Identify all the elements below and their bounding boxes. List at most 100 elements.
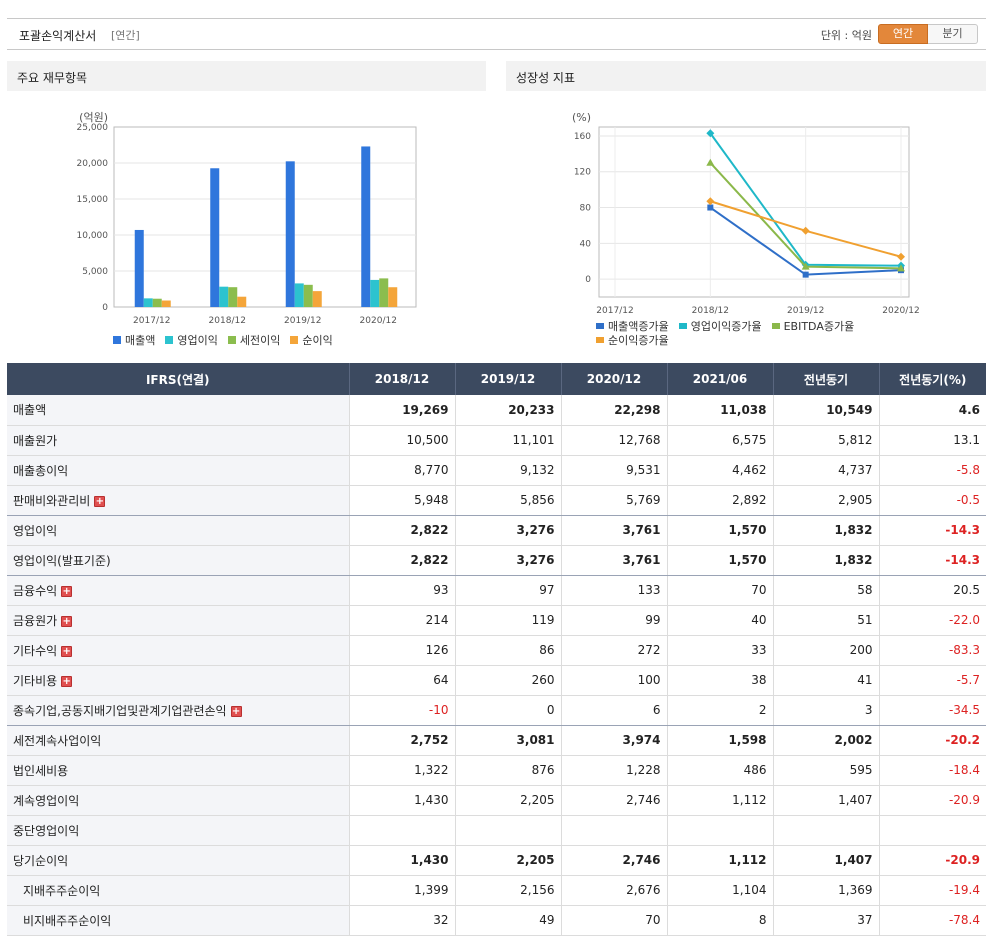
table-row: 영업이익(발표기준) 2,822 3,276 3,761 1,570 1,832 -14.3 [7, 545, 986, 576]
financial-items-bar-chart: (억원) 0 5,000 10,000 15,000 20,000 25,000 2017/1… [77, 111, 417, 326]
table-cell: 1,570 [667, 545, 774, 576]
table-cell: 2,205 [455, 845, 562, 876]
unit-label: 단위 : 억원 [820, 29, 872, 42]
line-legend-item: 순이익증가율 [596, 333, 669, 347]
table-cell [879, 815, 986, 846]
table-row: 매출총이익 8,770 9,132 9,531 4,462 4,737 -5.8 [7, 455, 986, 486]
line-legend-label: 매출액증가율 [608, 320, 669, 333]
table-cell: -22.0 [879, 605, 986, 636]
row-label-text: 지배주주순이익 [23, 883, 101, 898]
row-label-text: 금융원가 [13, 613, 58, 628]
table-cell: -34.5 [879, 695, 986, 726]
growth-line-chart: (%) 0 40 80 120 160 2017/12 2018/12 2019/12 2020/… [572, 111, 920, 316]
line-point-0-1 [802, 271, 809, 278]
bar-1-2 [294, 283, 304, 307]
header-period: 전년동기 [773, 363, 880, 395]
expand-icon[interactable]: + [61, 615, 73, 627]
table-cell: 5,856 [455, 485, 562, 516]
table-cell: 9,531 [561, 455, 668, 486]
table-cell: 1,407 [773, 785, 880, 816]
bar-0-1 [210, 168, 220, 307]
table-cell: 2,822 [349, 515, 456, 546]
table-row: 비지배주주순이익 32 49 70 8 37 -78.4 [7, 905, 986, 936]
table-cell: 119 [455, 605, 562, 636]
table-cell: 10,549 [773, 395, 880, 426]
bar-legend-swatch [227, 336, 236, 344]
line-legend-label: 순이익증가율 [608, 334, 669, 347]
line-x-tick: 2020/12 [882, 306, 919, 316]
statement-header: 포괄손익계산서 [연간] 단위 : 억원 연간 분기 [7, 18, 986, 50]
bar-3-2 [312, 291, 322, 307]
table-cell: -5.7 [879, 665, 986, 696]
table-row: 매출액 19,269 20,233 22,298 11,038 10,549 4.6 [7, 395, 986, 426]
table-row: 기타비용 +64 260 100 38 41 -5.7 [7, 665, 986, 696]
bar-legend-label: 순이익 [302, 334, 333, 347]
row-label-text: 금융수익 [13, 583, 58, 598]
bar-chart-legend: 매출액 영업이익 세전이익 순이익 [113, 333, 343, 347]
quarterly-button[interactable]: 분기 [928, 24, 978, 44]
line-legend-swatch [596, 337, 604, 343]
expand-icon[interactable]: + [61, 585, 73, 597]
table-cell: 2,752 [349, 725, 456, 756]
bar-legend-label: 영업이익 [177, 334, 218, 347]
table-cell: 2,746 [561, 785, 668, 816]
table-cell: 93 [349, 575, 456, 606]
table-cell: 4,462 [667, 455, 774, 486]
bar-legend-item: 영업이익 [165, 333, 218, 347]
table-cell: 2,822 [349, 545, 456, 576]
table-cell: 3,081 [455, 725, 562, 756]
table-cell: 32 [349, 905, 456, 936]
table-cell: -20.9 [879, 785, 986, 816]
line-x-tick: 2017/12 [596, 306, 633, 316]
table-cell: 3,761 [561, 515, 668, 546]
table-cell: 2,002 [773, 725, 880, 756]
table-cell: 41 [773, 665, 880, 696]
row-label-text: 판매비와관리비 [13, 493, 91, 508]
bar-1-0 [143, 298, 153, 307]
row-label-text: 매출총이익 [13, 463, 69, 478]
line-legend-swatch [596, 323, 604, 329]
table-cell: 0 [455, 695, 562, 726]
row-label-text: 종속기업,공동지배기업및관계기업관련손익 [13, 703, 227, 718]
table-cell: 11,101 [455, 425, 562, 456]
expand-icon[interactable]: + [94, 495, 106, 507]
expand-icon[interactable]: + [61, 675, 73, 687]
table-cell: 2 [667, 695, 774, 726]
annual-button[interactable]: 연간 [878, 24, 928, 44]
line-y-tick: 160 [574, 132, 591, 142]
line-y-unit: (%) [572, 111, 591, 124]
table-row: 영업이익 2,822 3,276 3,761 1,570 1,832 -14.3 [7, 515, 986, 546]
bar-2-0 [152, 298, 162, 307]
statement-title: 포괄손익계산서 [19, 29, 97, 43]
table-cell: -19.4 [879, 875, 986, 906]
table-cell: 1,598 [667, 725, 774, 756]
table-cell: 100 [561, 665, 668, 696]
table-row: 법인세비용 1,322 876 1,228 486 595 -18.4 [7, 755, 986, 786]
row-label-text: 매출원가 [13, 433, 58, 448]
table-cell: 1,369 [773, 875, 880, 906]
table-cell: 595 [773, 755, 880, 786]
table-row: 금융수익 +93 97 133 70 58 20.5 [7, 575, 986, 606]
table-cell [561, 815, 668, 846]
row-label-text: 기타수익 [13, 643, 58, 658]
row-label: 법인세비용 [7, 755, 350, 786]
row-label: 지배주주순이익 [7, 875, 350, 906]
row-label-text: 영업이익(발표기준) [13, 553, 111, 568]
table-row: 중단영업이익 [7, 815, 986, 846]
row-label: 매출원가 [7, 425, 350, 456]
row-label-text: 기타비용 [13, 673, 58, 688]
table-cell: 8,770 [349, 455, 456, 486]
expand-icon[interactable]: + [61, 645, 73, 657]
table-cell: 5,948 [349, 485, 456, 516]
table-row: 매출원가 10,500 11,101 12,768 6,575 5,812 13.1 [7, 425, 986, 456]
table-cell: -5.8 [879, 455, 986, 486]
table-cell: 22,298 [561, 395, 668, 426]
header-period: 전년동기(%) [879, 363, 986, 395]
row-label-text: 세전계속사업이익 [13, 733, 102, 748]
bar-0-0 [134, 229, 144, 307]
line-point-3-1 [801, 226, 810, 235]
table-cell: 2,905 [773, 485, 880, 516]
expand-icon[interactable]: + [230, 705, 242, 717]
table-cell: 37 [773, 905, 880, 936]
line-x-tick: 2018/12 [692, 306, 729, 316]
